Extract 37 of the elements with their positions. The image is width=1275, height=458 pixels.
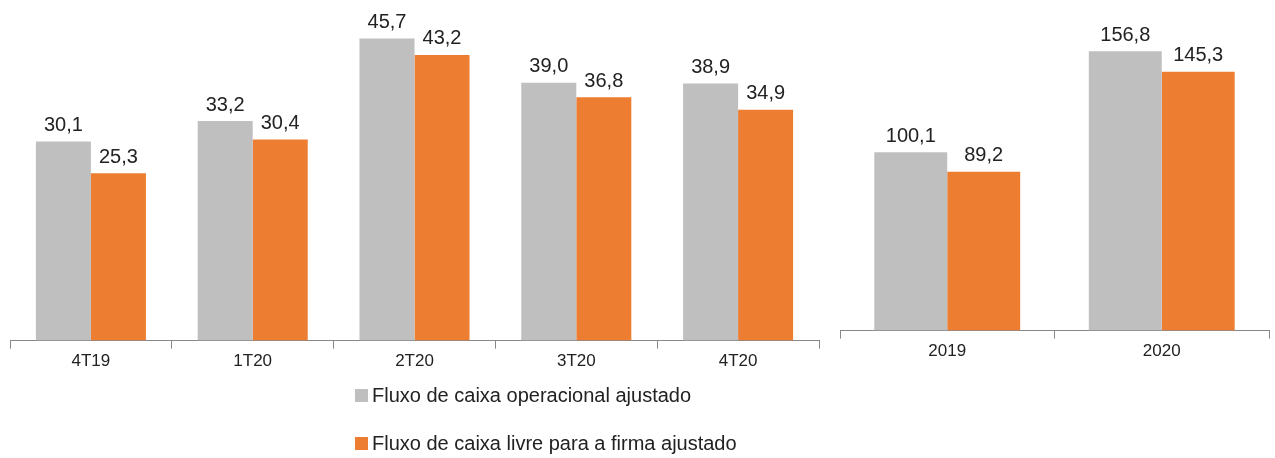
- x-tick-label: 4T19: [71, 351, 111, 371]
- bar: [874, 152, 948, 331]
- data-label: 89,2: [964, 143, 1004, 166]
- data-label: 36,8: [584, 68, 624, 91]
- bar: [576, 97, 632, 341]
- data-label: 145,3: [1173, 43, 1224, 66]
- data-label: 25,3: [98, 144, 138, 167]
- data-label: 156,8: [1100, 22, 1151, 45]
- legend-label: Fluxo de caixa operacional ajustado: [372, 383, 692, 407]
- legend-label: Fluxo de caixa livre para a firma ajustado: [372, 431, 737, 455]
- data-label: 39,0: [529, 54, 569, 77]
- x-tick-label: 2019: [928, 341, 967, 361]
- bar: [414, 54, 470, 341]
- bar: [35, 141, 91, 341]
- x-tick-label: 3T20: [556, 351, 596, 371]
- data-label: 30,4: [260, 111, 300, 134]
- data-label: 30,1: [43, 113, 83, 136]
- data-label: 100,1: [885, 123, 936, 146]
- x-tick-label: 2020: [1142, 341, 1181, 361]
- x-tick-label: 4T20: [718, 351, 758, 371]
- bar: [1161, 71, 1235, 331]
- data-label: 34,9: [746, 81, 786, 104]
- bar: [359, 38, 415, 341]
- x-tick-label: 2T20: [395, 351, 434, 371]
- data-label: 33,2: [205, 92, 245, 115]
- x-tick-label: 1T20: [233, 351, 273, 371]
- bar: [521, 82, 577, 341]
- data-label: 43,2: [422, 26, 462, 49]
- bar: [197, 121, 253, 341]
- bar: [947, 171, 1021, 331]
- bar: [252, 139, 308, 341]
- bar: [683, 83, 739, 341]
- data-label: 45,7: [367, 9, 407, 32]
- bar: [90, 173, 146, 341]
- data-label: 38,9: [691, 54, 731, 77]
- bar: [1088, 51, 1162, 331]
- bar: [738, 109, 794, 341]
